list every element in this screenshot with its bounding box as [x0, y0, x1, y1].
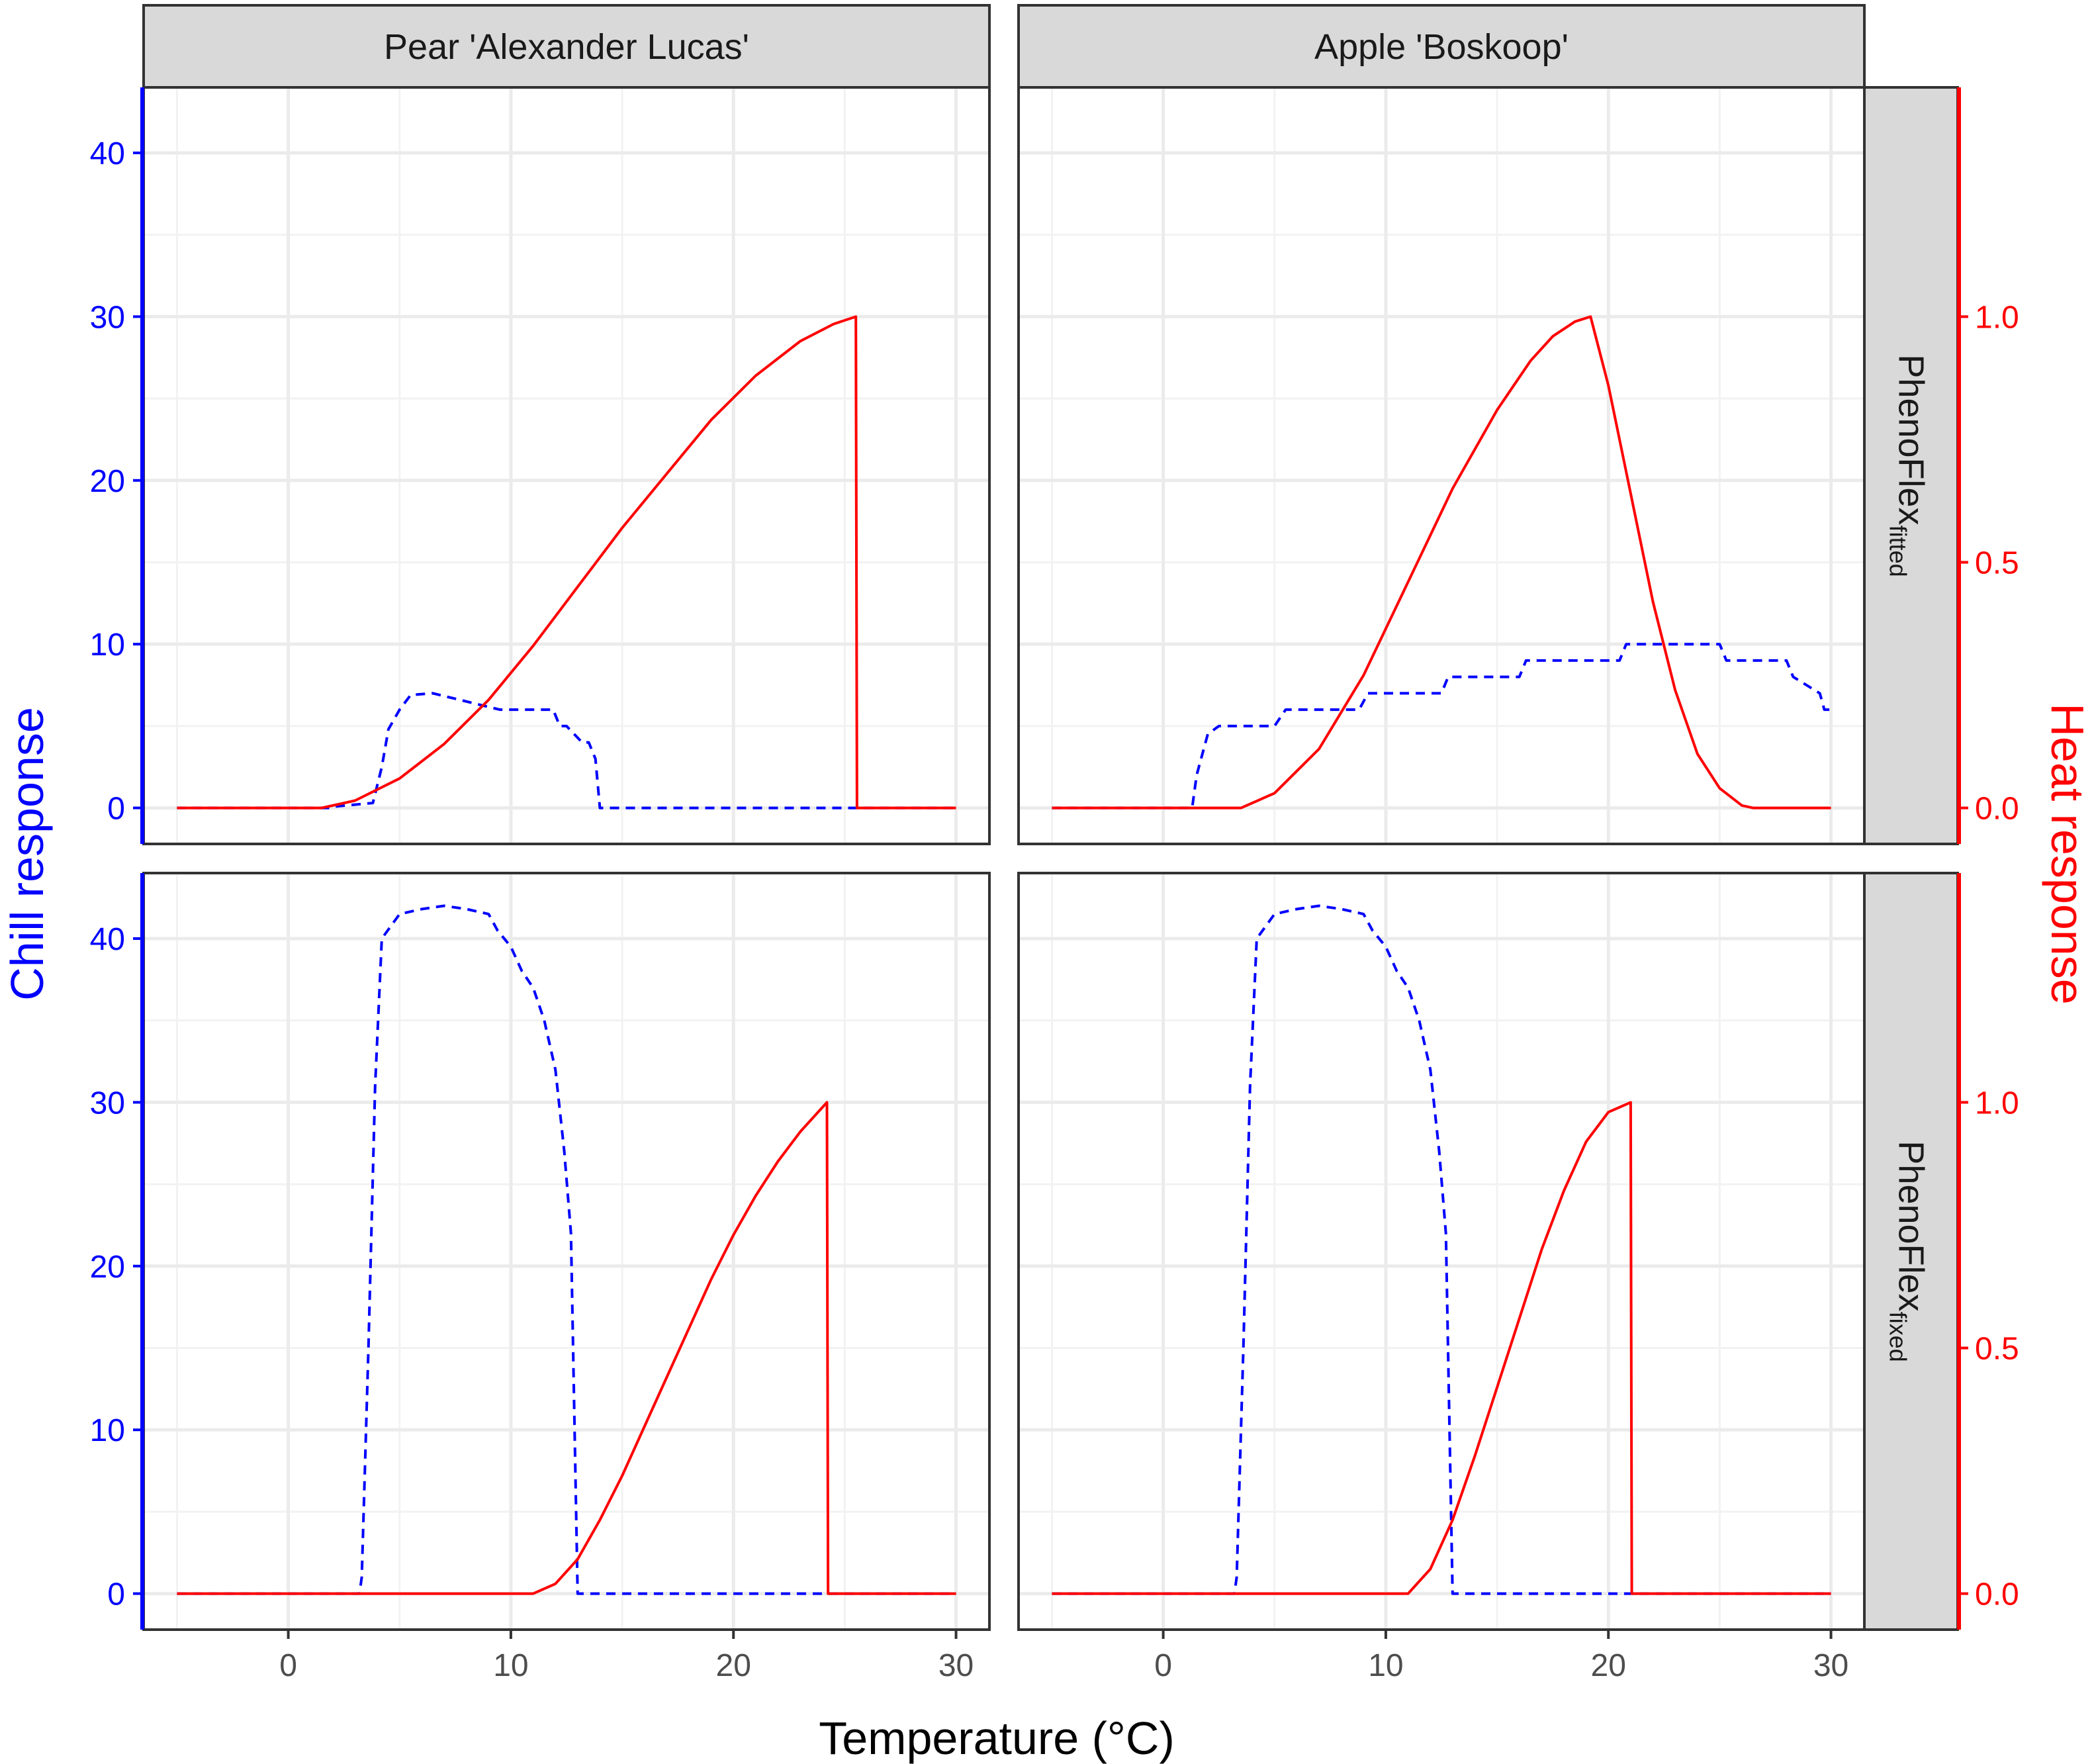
titles-layer: Temperature (°C) Chill response Heat res…: [1, 703, 2093, 1764]
left-tick-label: 40: [90, 922, 125, 957]
x-tick-label: 10: [493, 1648, 528, 1683]
row-strip-label-subscript: fixed: [1885, 1312, 1912, 1362]
row-strip-label: PhenoFlexfitted: [1885, 354, 1931, 577]
panel: [142, 86, 991, 845]
panel-background: [1019, 873, 1864, 1630]
right-tick-label: 1.0: [1975, 300, 2019, 335]
left-tick-label: 0: [107, 792, 125, 827]
heat-response-line: [177, 1101, 956, 1595]
right-tick-label: 0.0: [1975, 1577, 2019, 1612]
column-strip-label: Apple 'Boskoop': [1314, 27, 1569, 67]
left-tick-label: 20: [90, 464, 125, 499]
left-tick-label: 10: [90, 627, 125, 663]
panel: [1017, 86, 1866, 845]
panel-background: [1019, 87, 1864, 844]
row-strip: [1863, 86, 1959, 845]
left-tick-label: 30: [90, 300, 125, 335]
row-strip-label-main: PhenoFlex: [1891, 354, 1931, 525]
panel: [142, 872, 991, 1631]
panel-background: [144, 873, 989, 1630]
chill-response-line: [177, 904, 956, 1595]
chill-response-line: [1052, 904, 1831, 1595]
axes-layer: 0 10 20 30 40 0 10 20 30 40 0.0 0.5 1.0 0.0 0.5 1.0 0 10 2…: [90, 87, 2019, 1683]
x-tick-label: 0: [1154, 1648, 1172, 1683]
chill-response-line: [177, 692, 956, 810]
x-tick-label: 20: [716, 1648, 751, 1683]
x-axis-title: Temperature (°C): [819, 1712, 1175, 1764]
heat-response-line: [1052, 315, 1831, 810]
left-tick-label: 30: [90, 1086, 125, 1121]
panel-background: [144, 87, 989, 844]
row-strip-label-subscript: fitted: [1885, 526, 1912, 577]
left-tick-label: 0: [107, 1577, 125, 1612]
y-axis-title-right: Heat response: [2042, 703, 2093, 1004]
row-strip: [1863, 872, 1959, 1631]
heat-response-line: [1052, 1101, 1831, 1595]
y-axis-title-left: Chill response: [1, 707, 53, 1001]
panel: [1017, 872, 1866, 1631]
chill-response-line: [1052, 643, 1831, 810]
x-tick-label: 30: [938, 1648, 974, 1683]
x-tick-label: 0: [279, 1648, 297, 1683]
left-tick-label: 10: [90, 1413, 125, 1448]
x-tick-label: 20: [1591, 1648, 1626, 1683]
panels-layer: [142, 86, 1866, 1631]
column-strip-label: Pear 'Alexander Lucas': [384, 27, 749, 67]
right-tick-label: 0.5: [1975, 1331, 2019, 1366]
x-tick-label: 10: [1368, 1648, 1403, 1683]
left-tick-label: 20: [90, 1250, 125, 1285]
strips-layer: Pear 'Alexander Lucas' Apple 'Boskoop' Phe…: [142, 4, 1959, 1631]
right-tick-label: 0.0: [1975, 792, 2019, 827]
x-tick-label: 30: [1813, 1648, 1848, 1683]
heat-response-line: [177, 315, 956, 810]
left-tick-label: 40: [90, 136, 125, 171]
right-tick-label: 1.0: [1975, 1086, 2019, 1121]
row-strip-label: PhenoFlexfixed: [1885, 1140, 1931, 1362]
row-strip-label-main: PhenoFlex: [1891, 1140, 1931, 1311]
right-tick-label: 0.5: [1975, 545, 2019, 580]
column-strip: [142, 4, 991, 89]
column-strip: [1017, 4, 1866, 89]
